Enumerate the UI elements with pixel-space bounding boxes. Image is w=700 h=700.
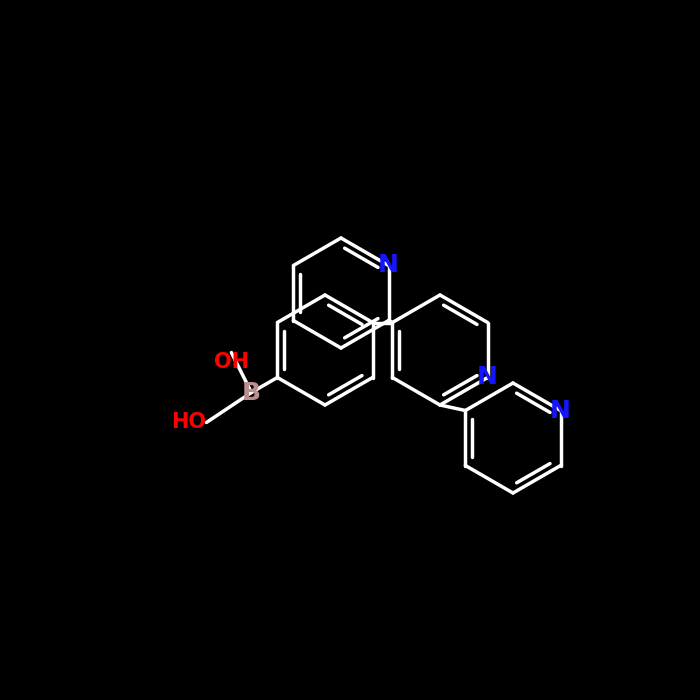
Text: N: N: [550, 398, 571, 423]
Text: B: B: [242, 381, 261, 405]
Text: N: N: [477, 365, 498, 389]
Text: HO: HO: [172, 412, 206, 433]
Text: N: N: [378, 253, 399, 277]
Text: OH: OH: [214, 353, 249, 372]
